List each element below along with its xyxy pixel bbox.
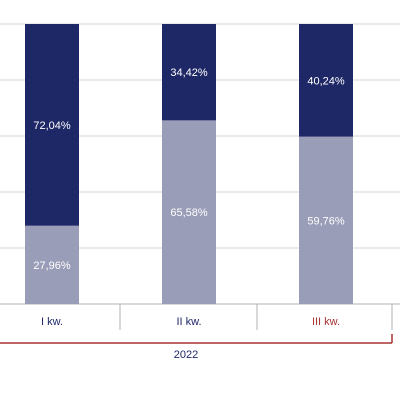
bar-segment-top xyxy=(25,24,79,226)
bar-value-label: 27,96% xyxy=(33,260,71,272)
category-label: I kw. xyxy=(41,316,63,328)
category-label: II kw. xyxy=(176,316,201,328)
bar-segment-bottom xyxy=(162,120,216,304)
bar-value-label: 59,76% xyxy=(307,215,345,227)
bar-segment-top xyxy=(299,24,353,137)
bar-value-label: 72,04% xyxy=(33,120,71,132)
bar-value-label: 65,58% xyxy=(170,207,208,219)
group-label: 2022 xyxy=(174,349,198,361)
category-label: III kw. xyxy=(312,316,340,328)
bar-segment-bottom xyxy=(25,225,79,304)
bar-segment-bottom xyxy=(299,136,353,304)
bar-value-label: 40,24% xyxy=(307,75,345,87)
bar-value-label: 34,42% xyxy=(170,67,208,79)
bar-segment-top xyxy=(162,24,216,121)
